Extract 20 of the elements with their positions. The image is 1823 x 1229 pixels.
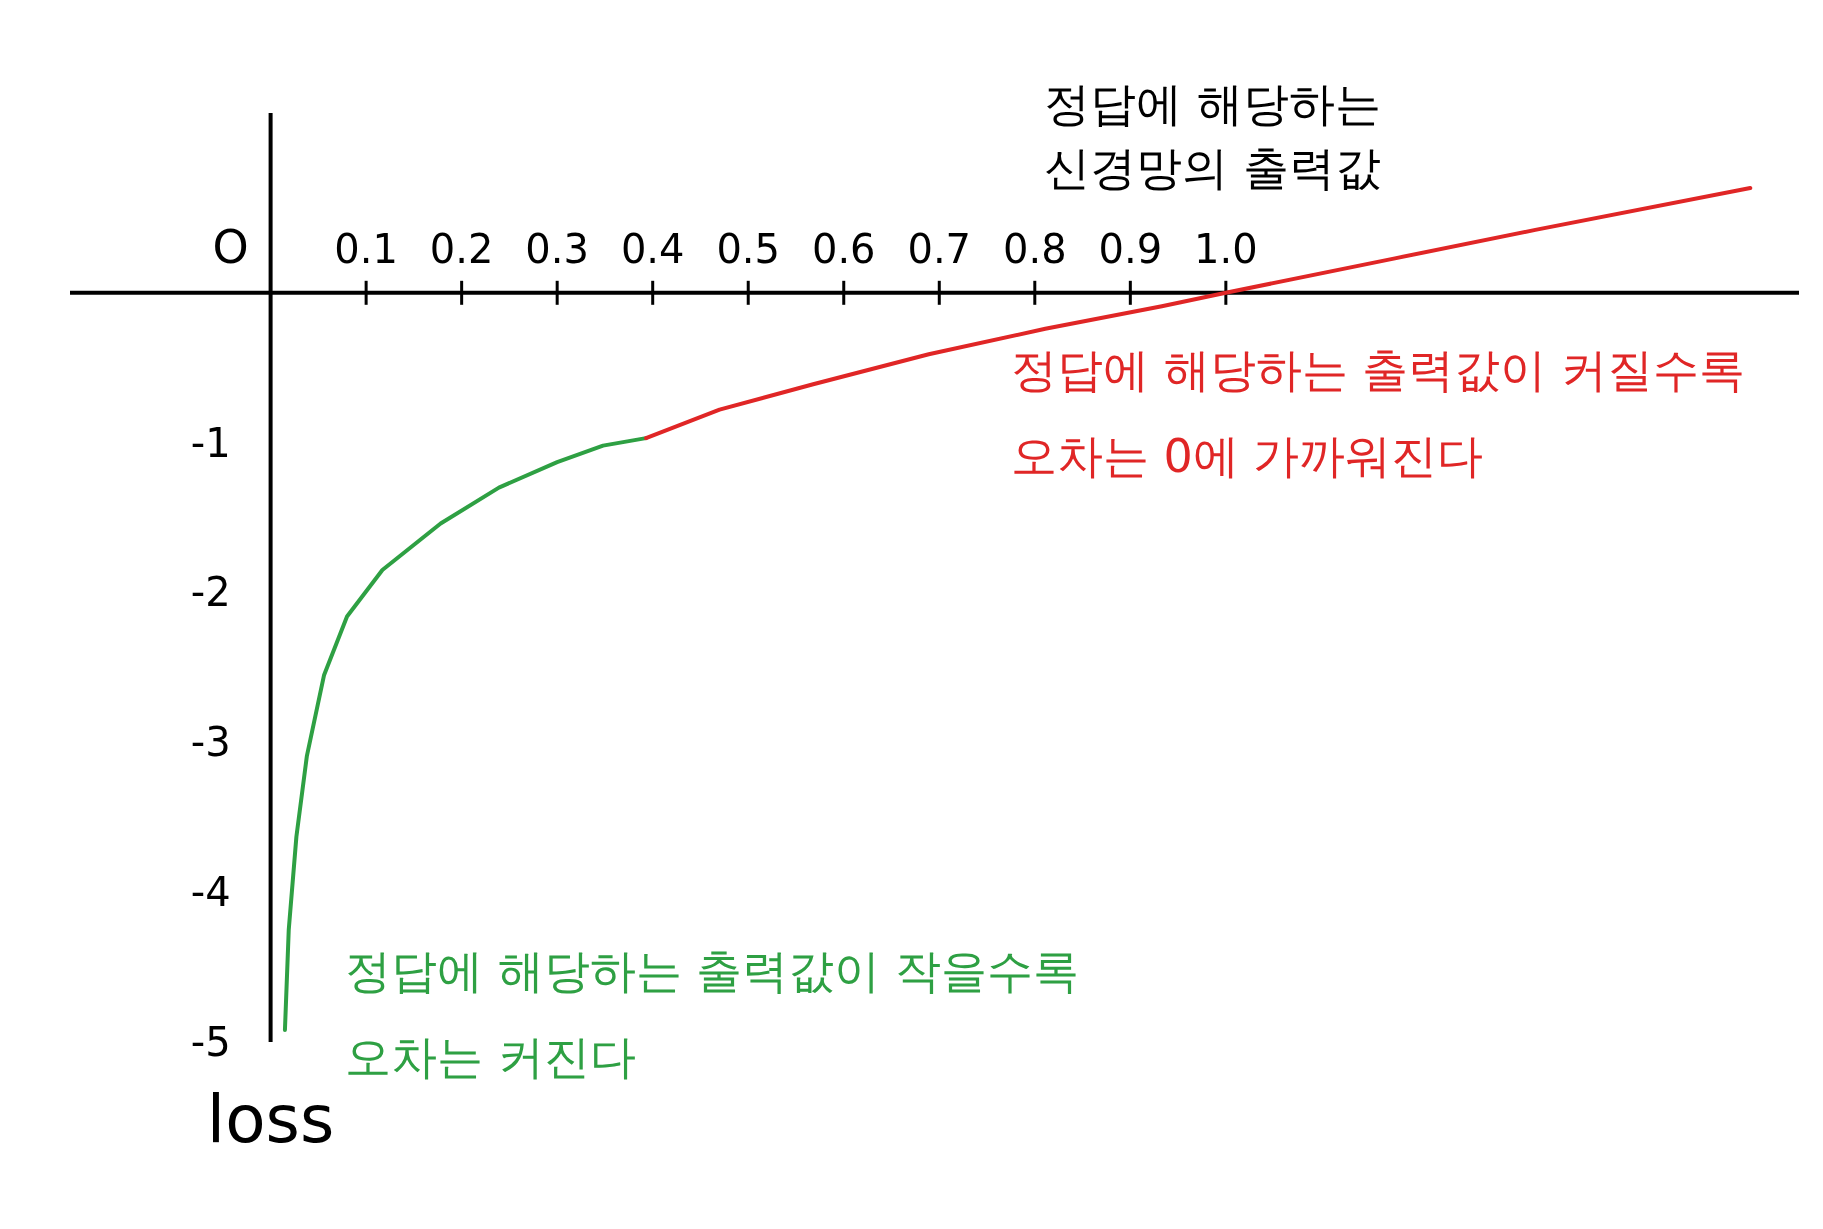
annotation: 정답에 해당하는 출력값이 작을수록 오차는 커진다 xyxy=(345,943,1079,1084)
x-tick-label: 0.8 xyxy=(1003,225,1067,272)
annotation: 정답에 해당하는 출력값이 커질수록 오차는 0에 가까워진다 xyxy=(1010,342,1745,483)
y-tick-label: -2 xyxy=(190,569,231,616)
y-tick-label: -1 xyxy=(190,419,231,466)
x-tick-label: 0.2 xyxy=(429,225,494,272)
y-tick-label: -4 xyxy=(190,869,231,916)
xlabel: 정답에 해당하는 신경망의 출력값 xyxy=(1044,77,1381,195)
x-tick-label: 0.1 xyxy=(334,225,398,272)
y-tick-label: -3 xyxy=(190,719,231,766)
x-tick-label: 0.3 xyxy=(525,225,589,272)
y-tick-label: -5 xyxy=(190,1019,231,1065)
x-tick-label: 0.9 xyxy=(1098,225,1163,272)
x-tick-label: 0.7 xyxy=(907,225,972,272)
annotation: loss xyxy=(206,1081,335,1158)
x-tick-label: 0.4 xyxy=(620,225,685,272)
x-tick-label: 0.5 xyxy=(716,225,781,272)
x-tick-label: 0.6 xyxy=(811,225,876,272)
annotation: O xyxy=(212,219,249,274)
x-tick-label: 1.0 xyxy=(1194,225,1258,272)
